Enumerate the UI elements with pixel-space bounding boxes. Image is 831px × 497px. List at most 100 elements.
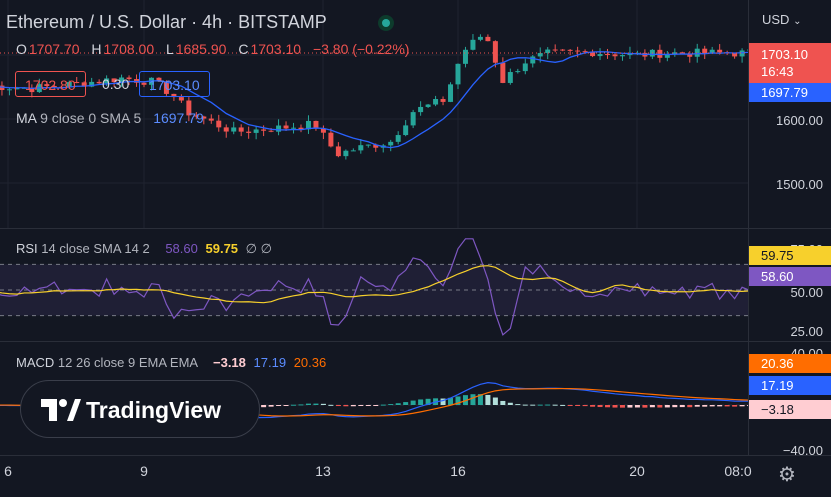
ohlc-readout: O 1707.70 H 1708.00 L 1685.90 C 1703.10 −3.8… [16, 41, 417, 57]
macd-histogram-bar [649, 405, 655, 408]
macd-signal-value: 20.36 [293, 355, 327, 370]
candle-body [231, 127, 237, 132]
price-pane[interactable] [0, 0, 748, 228]
sell-button[interactable]: 1702.80 [15, 71, 86, 97]
candle-body [418, 106, 424, 113]
candle-body [261, 129, 267, 131]
last-price-tag: 1703.10 16:43 [749, 43, 831, 83]
candle-body [156, 77, 162, 82]
candle-body [702, 48, 708, 54]
rsi-axis[interactable] [748, 229, 831, 341]
macd-histogram-bar [492, 397, 498, 405]
symbol-title[interactable]: Ethereum / U.S. Dollar · 4h · BITSTAMP [6, 12, 327, 32]
time-label-13: 13 [315, 463, 331, 479]
gear-icon[interactable]: ⚙ [778, 464, 796, 486]
moving-average-line [0, 51, 748, 149]
candle-body [440, 99, 446, 102]
macd-histogram-bar [261, 405, 267, 408]
candle-body [732, 53, 738, 57]
rsi-params: 14 close SMA 14 2 [41, 241, 150, 256]
macd-histogram-bar [694, 405, 700, 407]
candle-body [403, 125, 409, 136]
macd-histogram-bar [605, 405, 611, 408]
low-key: L [166, 41, 174, 57]
macd-histogram-bar [291, 404, 297, 406]
macd-histogram-bar [530, 404, 536, 406]
candle-body [552, 49, 558, 51]
candle-body [664, 54, 670, 58]
market-status-icon[interactable] [378, 15, 394, 31]
open-key: O [16, 41, 27, 57]
rsi-label: RSI [16, 241, 38, 256]
macd-histogram-bar [388, 404, 394, 406]
candle-body [717, 49, 723, 53]
rsi-extra: ∅ ∅ [245, 241, 272, 256]
macd-histogram-bar [545, 404, 551, 406]
rsi-legend[interactable]: RSI 14 close SMA 14 2 58.60 59.75 ∅ ∅ [16, 241, 272, 257]
candle-body [365, 144, 371, 146]
ma-legend[interactable]: MA 9 close 0 SMA 5 1697.79 [16, 110, 204, 126]
high-key: H [91, 41, 102, 57]
candle-body [350, 150, 356, 152]
candle-body [388, 141, 394, 146]
candle-body [537, 53, 543, 57]
bar-countdown: 16:43 [761, 64, 794, 79]
buy-button[interactable]: 1703.10 [139, 71, 210, 97]
price-axis[interactable] [748, 0, 831, 228]
candle-body [335, 146, 341, 157]
macd-axis[interactable] [748, 342, 831, 455]
candle-body [298, 127, 304, 130]
candle-body [111, 78, 117, 83]
macd-legend[interactable]: MACD 12 26 close 9 EMA EMA −3.18 17.19 2… [16, 355, 326, 370]
rsi-value: 58.60 [165, 241, 198, 256]
price-label-1600: 1600.00 [776, 113, 823, 128]
rsi-sma-value: 59.75 [205, 241, 239, 256]
candle-body [74, 82, 80, 84]
macd-histogram-bar [575, 405, 581, 406]
macd-histogram-bar [485, 394, 491, 405]
candle-body [305, 120, 311, 130]
candle-body [186, 100, 192, 116]
macd-histogram-bar [717, 405, 723, 407]
ma-params: 9 close 0 SMA 5 [40, 110, 142, 126]
candle-body [328, 132, 334, 147]
macd-label: MACD [16, 355, 55, 370]
rsi-axis-50: 50.00 [790, 285, 823, 300]
rsi-pane[interactable] [0, 229, 748, 341]
candle-body [605, 54, 611, 56]
macd-histogram-bar [642, 405, 648, 408]
change-value: −3.80 (−0.22%) [312, 41, 410, 57]
candle-body [477, 36, 483, 40]
candle-body [283, 125, 289, 129]
rsi-tag: 58.60 [749, 267, 831, 286]
macd-histogram-bar [657, 405, 663, 408]
candle-body [694, 48, 700, 57]
macd-histogram-bar [582, 405, 588, 407]
tradingview-icon [41, 399, 81, 421]
close-value: 1703.10 [250, 41, 302, 57]
macd-histogram-bar [418, 399, 424, 405]
macd-histogram-bar [672, 405, 678, 408]
tradingview-logo[interactable]: TradingView [20, 380, 260, 438]
rsi-chart[interactable] [0, 229, 748, 341]
open-value: 1707.70 [28, 41, 80, 57]
macd-histogram-bar [477, 394, 483, 405]
candle-body [597, 54, 603, 57]
macd-histogram-bar [552, 404, 558, 406]
candle-body [223, 127, 229, 132]
macd-histogram-bar [627, 405, 633, 408]
candle-body [448, 84, 454, 102]
candle-body [425, 104, 431, 107]
chevron-down-icon: ⌄ [793, 16, 802, 27]
candle-body [51, 85, 57, 87]
candle-body [530, 56, 536, 64]
time-label-16: 16 [450, 463, 466, 479]
last-price-value: 1703.10 [761, 47, 808, 62]
candlestick-chart[interactable] [0, 0, 748, 228]
macd-histogram-bar [500, 400, 506, 405]
currency-selector[interactable]: USD ⌄ [762, 12, 801, 27]
candle-body [687, 53, 693, 57]
candle-body [373, 144, 379, 148]
candle-body [582, 51, 588, 53]
candle-body [171, 93, 177, 98]
